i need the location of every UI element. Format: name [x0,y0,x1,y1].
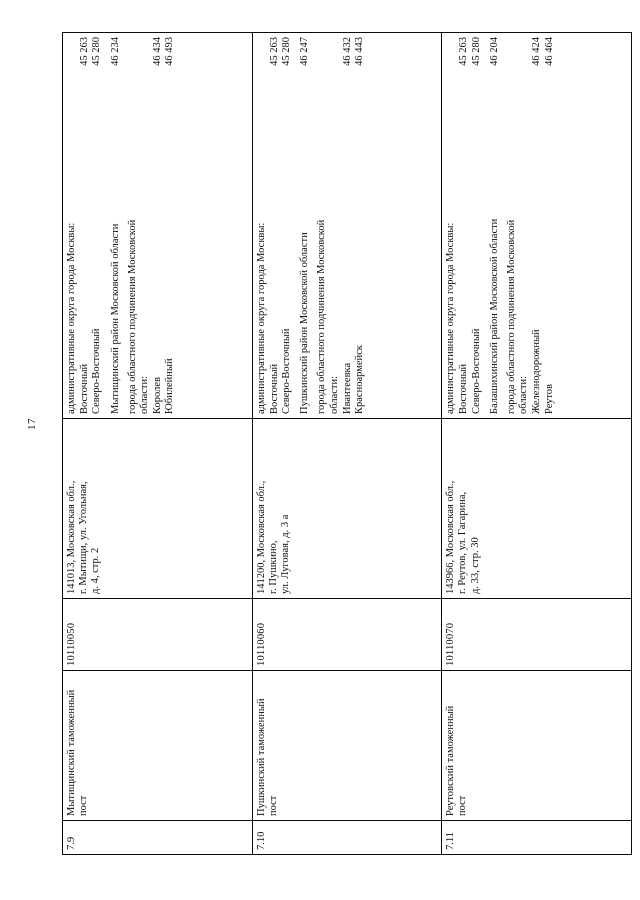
region-district-okato: 46 234 [109,37,121,66]
region-city-line: Красноармейск 46 443 [354,37,366,414]
region-district-name: Балашихинский район Московской области [488,218,500,414]
region-heading: административные округа города Москвы: [445,222,457,414]
region-city-line: Юбилейный 46 493 [164,37,176,414]
region-okrug-name: Восточный [268,363,280,414]
region-city-okato: 46 493 [164,37,176,66]
table-container: 7.9 Мытищинский таможенный пост 10110050 14… [62,32,632,855]
region-okrug-name: Северо-Восточный [91,328,103,414]
region-okrug-name: Северо-Восточный [281,328,292,414]
region-okrug-okato: 45 263 [268,37,280,66]
region-city-name: Юбилейный [164,358,176,414]
region-okrug-okato: 45 280 [91,37,103,66]
region-city-okato: 46 464 [543,37,555,66]
customs-posts-table: 7.9 Мытищинский таможенный пост 10110050 14… [62,32,632,855]
region-okrug-line: Северо-Восточный 45 280 [281,37,293,414]
post-name-cell: Пушкинский таможенный пост [252,670,442,821]
region-okrug-line: Восточный 45 263 [79,37,91,414]
region-city-line: Железнодорожный 46 424 [531,37,543,414]
region-city-name: Железнодорожный [531,329,543,414]
region-okrug-okato: 45 263 [79,37,91,66]
table-row: 7.10 Пушкинский таможенный пост 10110060 14… [252,32,442,855]
region-district-line: Мытищинский район Московской области 46 2… [110,37,122,414]
region-city-okato: 46 432 [341,37,353,66]
region-city-line: Ивантеевка 46 432 [342,37,354,414]
address-cell: 143966, Московская обл., г. Реутов, ул. … [441,418,632,599]
table-row: 7.9 Мытищинский таможенный пост 10110050 14… [62,32,253,855]
region-okrug-name: Северо-Восточный [470,328,482,414]
region-of-activity-cell: административные округа города Москвы: Во… [62,32,253,419]
region-district-line: Балашихинский район Московской области 46… [489,37,501,414]
region-okrug-line: Восточный 45 263 [458,37,470,414]
region-city-name: Красноармейск [353,345,365,414]
region-subheading: города областного подчинения Московской … [506,219,530,414]
region-okrug-okato: 45 280 [281,37,292,66]
region-district-line: Пушкинский район Московской области 46 24… [299,37,311,414]
region-okrug-line: Восточный 45 263 [269,37,281,414]
region-okrug-name: Восточный [458,363,470,414]
post-code-cell: 10110060 [252,598,442,671]
region-of-activity-cell: административные округа города Москвы: Во… [252,32,442,419]
region-city-okato: 46 424 [531,37,543,66]
region-subheading: города областного подчинения Московской … [126,219,150,414]
post-code-cell: 10110050 [62,598,253,671]
region-city-okato: 46 434 [152,37,164,66]
table-row: 7.11 Реутовский таможенный пост 10110070 14… [441,32,632,855]
address-cell: 141200, Московская обл., г. Пушкино, ул.… [252,418,442,599]
region-city-name: Реутов [543,383,555,414]
region-subheading: города областного подчинения Московской … [316,219,340,414]
table-body: 7.9 Мытищинский таможенный пост 10110050 14… [62,32,632,855]
page-number: 17 [26,418,38,430]
row-number-cell: 7.10 [252,820,442,855]
post-name-cell: Мытищинский таможенный пост [62,670,253,821]
region-city-line: Королев 46 434 [152,37,164,414]
region-okrug-okato: 45 263 [458,37,470,66]
region-okrug-okato: 45 280 [470,37,482,66]
region-city-line: Реутов 46 464 [544,37,556,414]
region-okrug-line: Северо-Восточный 45 280 [91,37,103,414]
region-district-name: Пушкинский район Московской области [299,232,311,414]
region-okrug-name: Восточный [79,363,91,414]
region-city-name: Королев [152,377,164,414]
region-district-name: Мытищинский район Московской области [109,223,121,414]
row-number-cell: 7.9 [62,820,253,855]
region-heading: административные округа города Москвы: [255,222,267,414]
region-city-name: Ивантеевка [341,362,353,414]
region-heading: административные округа города Москвы: [66,222,77,414]
region-of-activity-cell: административные округа города Москвы: Во… [441,32,632,419]
post-code-cell: 10110070 [441,598,632,671]
region-city-okato: 46 443 [353,37,365,66]
region-district-okato: 46 247 [299,37,311,66]
address-cell: 141013, Московская обл., г. Мытищи, ул. … [62,418,253,599]
region-okrug-line: Северо-Восточный 45 280 [471,37,483,414]
post-name-cell: Реутовский таможенный пост [441,670,632,821]
row-number-cell: 7.11 [441,820,632,855]
region-district-okato: 46 204 [488,37,500,66]
